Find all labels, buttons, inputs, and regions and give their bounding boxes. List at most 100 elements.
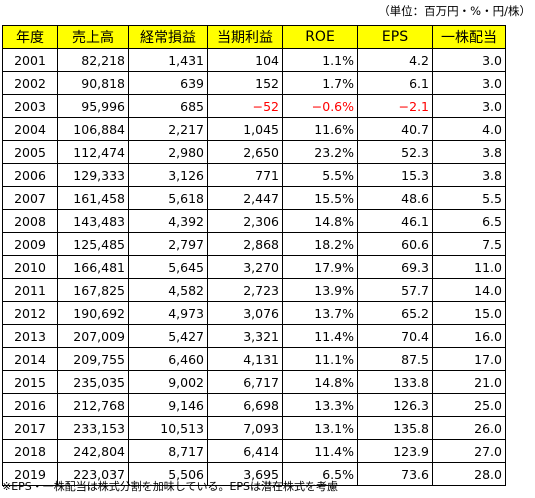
cell-ordinary-income: 4,582 <box>128 278 208 302</box>
cell-eps: 15.3 <box>357 163 433 187</box>
table-row: 2019 223,037 5,506 3,695 6.5% 73.6 28.0 <box>2 462 506 486</box>
cell-roe: 11.4% <box>282 324 358 348</box>
cell-sales: 90,818 <box>57 71 129 95</box>
cell-ordinary-income: 9,002 <box>128 370 208 394</box>
cell-year: 2013 <box>2 324 58 348</box>
cell-sales: 112,474 <box>57 140 129 164</box>
cell-net-income: 6,717 <box>207 370 283 394</box>
cell-net-income: 3,270 <box>207 255 283 279</box>
cell-eps: 65.2 <box>357 301 433 325</box>
cell-eps: 60.6 <box>357 232 433 256</box>
cell-year: 2015 <box>2 370 58 394</box>
cell-eps: 40.7 <box>357 117 433 141</box>
cell-roe: −0.6% <box>282 94 358 118</box>
cell-ordinary-income: 1,431 <box>128 48 208 72</box>
cell-eps: 52.3 <box>357 140 433 164</box>
cell-eps: 48.6 <box>357 186 433 210</box>
cell-eps: 126.3 <box>357 393 433 417</box>
cell-dividend: 5.5 <box>432 186 506 210</box>
cell-dividend: 17.0 <box>432 347 506 371</box>
cell-ordinary-income: 4,973 <box>128 301 208 325</box>
table-row: 2016 212,768 9,146 6,698 13.3% 126.3 25.0 <box>2 393 506 417</box>
table-row: 2009 125,485 2,797 2,868 18.2% 60.6 7.5 <box>2 232 506 256</box>
cell-net-income: 4,131 <box>207 347 283 371</box>
cell-eps: 69.3 <box>357 255 433 279</box>
cell-roe: 1.1% <box>282 48 358 72</box>
cell-dividend: 3.0 <box>432 48 506 72</box>
cell-sales: 166,481 <box>57 255 129 279</box>
unit-note: （単位：百万円・%・円/株） <box>378 4 531 18</box>
table-body: 2001 82,218 1,431 104 1.1% 4.2 3.0 2002 90,818 63… <box>2 48 506 486</box>
header-year: 年度 <box>2 25 58 49</box>
cell-eps: 46.1 <box>357 209 433 233</box>
cell-year: 2018 <box>2 439 58 463</box>
cell-roe: 11.4% <box>282 439 358 463</box>
table-row: 2004 106,884 2,217 1,045 11.6% 40.7 4.0 <box>2 117 506 141</box>
table-row: 2017 233,153 10,513 7,093 13.1% 135.8 26.0 <box>2 416 506 440</box>
header-row: 年度 売上高 経常損益 当期利益 ROE EPS 一株配当 <box>2 25 506 49</box>
cell-sales: 167,825 <box>57 278 129 302</box>
cell-year: 2003 <box>2 94 58 118</box>
cell-roe: 17.9% <box>282 255 358 279</box>
table-row: 2005 112,474 2,980 2,650 23.2% 52.3 3.8 <box>2 140 506 164</box>
cell-dividend: 14.0 <box>432 278 506 302</box>
cell-roe: 23.2% <box>282 140 358 164</box>
cell-roe: 11.6% <box>282 117 358 141</box>
cell-ordinary-income: 2,980 <box>128 140 208 164</box>
cell-roe: 1.7% <box>282 71 358 95</box>
cell-dividend: 28.0 <box>432 462 506 486</box>
cell-year: 2011 <box>2 278 58 302</box>
cell-eps: 6.1 <box>357 71 433 95</box>
cell-year: 2017 <box>2 416 58 440</box>
cell-year: 2016 <box>2 393 58 417</box>
cell-year: 2008 <box>2 209 58 233</box>
table-row: 2018 242,804 8,717 6,414 11.4% 123.9 27.0 <box>2 439 506 463</box>
cell-sales: 207,009 <box>57 324 129 348</box>
cell-eps: 57.7 <box>357 278 433 302</box>
cell-ordinary-income: 5,618 <box>128 186 208 210</box>
cell-ordinary-income: 3,126 <box>128 163 208 187</box>
cell-roe: 13.7% <box>282 301 358 325</box>
cell-dividend: 27.0 <box>432 439 506 463</box>
cell-ordinary-income: 10,513 <box>128 416 208 440</box>
cell-ordinary-income: 639 <box>128 71 208 95</box>
cell-net-income: 1,045 <box>207 117 283 141</box>
cell-sales: 129,333 <box>57 163 129 187</box>
header-roe: ROE <box>282 25 358 49</box>
footnote: ※EPS・一株配当は株式分割を加味している。EPSは潜在株式を考慮 <box>2 480 339 493</box>
cell-sales: 233,153 <box>57 416 129 440</box>
header-dividend: 一株配当 <box>432 25 506 49</box>
cell-ordinary-income: 6,460 <box>128 347 208 371</box>
header-net-income: 当期利益 <box>207 25 283 49</box>
cell-net-income: 771 <box>207 163 283 187</box>
cell-year: 2001 <box>2 48 58 72</box>
cell-eps: 73.6 <box>357 462 433 486</box>
cell-dividend: 16.0 <box>432 324 506 348</box>
cell-ordinary-income: 5,427 <box>128 324 208 348</box>
cell-roe: 11.1% <box>282 347 358 371</box>
cell-dividend: 3.0 <box>432 94 506 118</box>
cell-sales: 212,768 <box>57 393 129 417</box>
table-row: 2001 82,218 1,431 104 1.1% 4.2 3.0 <box>2 48 506 72</box>
table-row: 2008 143,483 4,392 2,306 14.8% 46.1 6.5 <box>2 209 506 233</box>
cell-net-income: 7,093 <box>207 416 283 440</box>
table-row: 2011 167,825 4,582 2,723 13.9% 57.7 14.0 <box>2 278 506 302</box>
cell-eps: 135.8 <box>357 416 433 440</box>
cell-dividend: 21.0 <box>432 370 506 394</box>
cell-ordinary-income: 9,146 <box>128 393 208 417</box>
table-row: 2010 166,481 5,645 3,270 17.9% 69.3 11.0 <box>2 255 506 279</box>
cell-roe: 18.2% <box>282 232 358 256</box>
cell-year: 2005 <box>2 140 58 164</box>
cell-year: 2014 <box>2 347 58 371</box>
cell-dividend: 3.8 <box>432 140 506 164</box>
cell-ordinary-income: 5,645 <box>128 255 208 279</box>
cell-dividend: 3.8 <box>432 163 506 187</box>
table-row: 2006 129,333 3,126 771 5.5% 15.3 3.8 <box>2 163 506 187</box>
table-row: 2015 235,035 9,002 6,717 14.8% 133.8 21.0 <box>2 370 506 394</box>
cell-eps: 70.4 <box>357 324 433 348</box>
cell-ordinary-income: 4,392 <box>128 209 208 233</box>
cell-sales: 223,037 <box>57 462 129 486</box>
cell-net-income: 152 <box>207 71 283 95</box>
cell-year: 2010 <box>2 255 58 279</box>
cell-year: 2012 <box>2 301 58 325</box>
